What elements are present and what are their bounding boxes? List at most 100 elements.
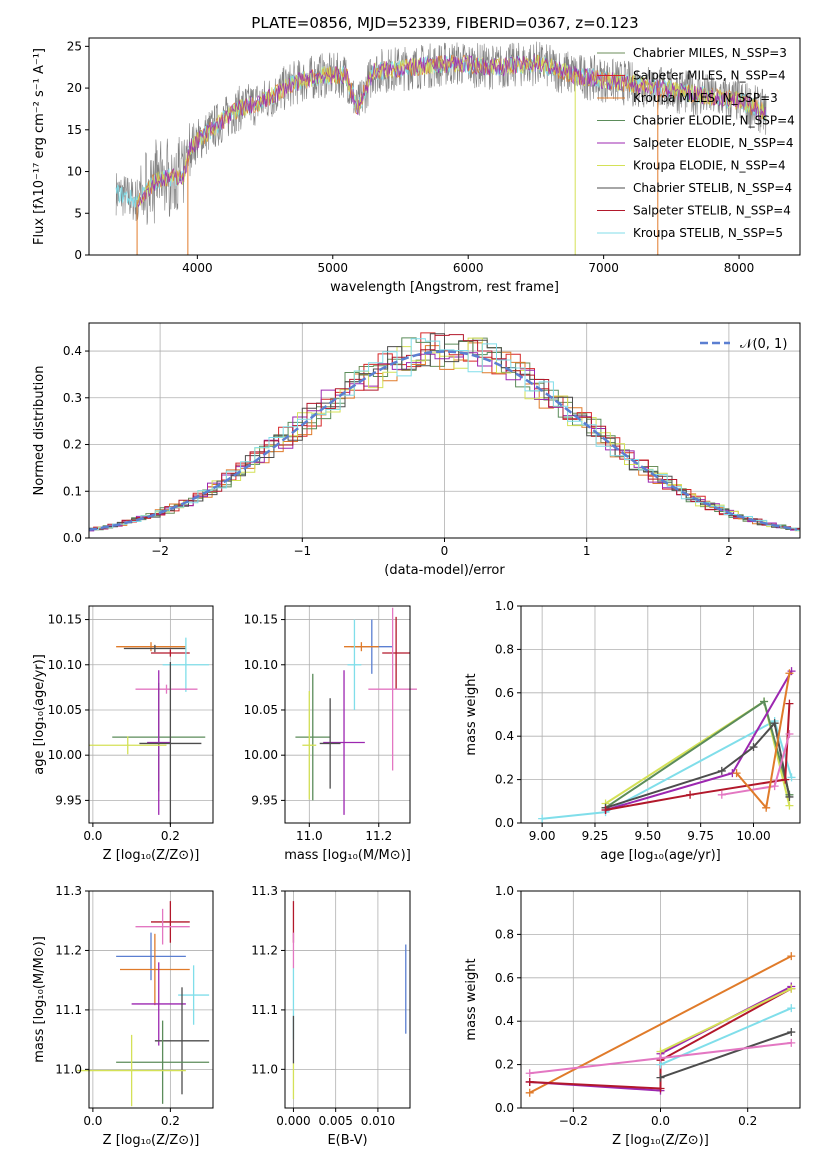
data-point (770, 719, 779, 728)
x-axis-label: E(B-V) (327, 1133, 367, 1148)
data-point (656, 1073, 665, 1082)
x-tick-label: 9.75 (687, 829, 714, 843)
model-spectrum-salpeter_elodie (137, 54, 767, 208)
y-tick-label: 10.10 (244, 658, 278, 672)
y-tick-label: 0.4 (495, 1014, 514, 1028)
x-tick-label: 0.010 (361, 1114, 395, 1128)
data-point (785, 699, 794, 708)
x-axis-label: (data-model)/error (384, 563, 505, 578)
mass-vs-metallicity-plot: 0.0 0.2 11.0 11.1 11.2 11.3 Z [log₁₀(Z/Z⊙)] mas… (32, 884, 214, 1148)
y-tick-label: 11.1 (251, 1003, 278, 1017)
data-point (787, 1028, 796, 1037)
y-axis-label: Normed distribution (32, 366, 47, 496)
spectrum-lines (115, 41, 767, 255)
series-chabrier_stelib (660, 1031, 792, 1079)
x-tick-label: 4000 (182, 261, 213, 275)
model-spectrum-kroupa_elodie (137, 54, 767, 206)
x-axis-label: Z [log₁₀(Z/Z⊙)] (103, 848, 200, 863)
x-tick-label: 0 (441, 544, 449, 558)
x-axis-label: Z [log₁₀(Z/Z⊙)] (103, 1133, 200, 1148)
y-tick-label: 10.05 (48, 703, 82, 717)
x-tick-label: −1 (293, 544, 311, 558)
data-point (787, 1004, 796, 1013)
data-point (749, 743, 758, 752)
y-tick-label: 0.4 (495, 729, 514, 743)
y-tick-label: 10 (67, 165, 82, 179)
y-tick-label: 10.05 (244, 703, 278, 717)
axes-frame (284, 890, 411, 1109)
data-point (762, 803, 771, 812)
data-point (717, 766, 726, 775)
y-tick-label: 0 (74, 248, 82, 262)
series-kroupa_stelib (541, 719, 793, 820)
y-tick-label: 0.6 (495, 686, 514, 700)
y-axis-label: mass weight (464, 673, 479, 755)
y-tick-label: 0.3 (63, 391, 82, 405)
histogram-chabrier_stelib (89, 333, 800, 532)
data-point (525, 1088, 534, 1097)
x-tick-label: 0.0 (651, 1114, 670, 1128)
weight-vs-age-plot: 9.00 9.25 9.50 9.75 10.00 0.0 0.2 0.4 0.6 0.8 1.0 a… (464, 599, 801, 863)
axes-frame (88, 37, 801, 256)
legend-entry: Salpeter MILES, N_SSP=4 (633, 69, 786, 83)
spectrum-legend: Chabrier MILES, N_SSP=3 Salpeter MILES, N… (597, 46, 795, 240)
normal-curve (89, 350, 798, 532)
data-point (686, 790, 695, 799)
y-tick-label: 0.0 (495, 1101, 514, 1115)
y-tick-label: 0.2 (495, 773, 514, 787)
legend-entry: 𝒩(0, 1) (740, 337, 787, 352)
y-tick-label: 11.2 (55, 943, 82, 957)
y-tick-label: 9.95 (251, 793, 278, 807)
x-tick-label: −0.2 (559, 1114, 588, 1128)
figure-title: PLATE=0856, MJD=52339, FIBERID=0367, z=0… (251, 14, 638, 32)
x-tick-label: 0.2 (161, 1114, 180, 1128)
data-point (781, 775, 790, 784)
data-point (538, 814, 547, 823)
data-point (785, 730, 794, 739)
x-tick-label: 6000 (453, 261, 484, 275)
y-tick-label: 0.4 (63, 344, 82, 358)
x-tick-label: 0.000 (276, 1114, 310, 1128)
data-point (525, 1069, 534, 1078)
y-tick-label: 11.0 (55, 1062, 82, 1076)
y-tick-label: 11.3 (251, 884, 278, 898)
data-point (787, 952, 796, 961)
y-tick-label: 0.2 (495, 1058, 514, 1072)
y-tick-label: 20 (67, 81, 82, 95)
x-tick-label: 11.2 (365, 829, 392, 843)
x-tick-label: 2 (725, 544, 733, 558)
y-tick-label: 11.2 (251, 943, 278, 957)
x-tick-label: 11.0 (296, 829, 323, 843)
histogram-kroupa_stelib (89, 338, 800, 531)
y-tick-label: 1.0 (495, 884, 514, 898)
y-axis-label: mass weight (464, 958, 479, 1040)
data-point (785, 669, 794, 678)
data-point (787, 1038, 796, 1047)
x-tick-label: 0.2 (738, 1114, 757, 1128)
weight-vs-metallicity-plot: −0.2 0.0 0.2 0.0 0.2 0.4 0.6 0.8 1.0 Z [log₁₀(Z/Z… (464, 884, 801, 1148)
axes-frame (88, 890, 214, 1109)
x-tick-label: 0.0 (83, 1114, 102, 1128)
y-tick-label: 10.15 (48, 613, 82, 627)
x-tick-label: 8000 (724, 261, 755, 275)
data-point (656, 1054, 665, 1063)
x-tick-label: 5000 (317, 261, 348, 275)
y-tick-label: 1.0 (495, 599, 514, 613)
y-tick-label: 10.15 (244, 613, 278, 627)
series-chabrier_elodie (604, 699, 791, 809)
data-point (770, 782, 779, 791)
legend-entry: Chabrier ELODIE, N_SSP=4 (633, 114, 795, 128)
histogram-salpeter_stelib (89, 334, 800, 531)
y-tick-label: 0.8 (495, 642, 514, 656)
y-tick-label: 10.10 (48, 658, 82, 672)
data-point (732, 769, 741, 778)
residual-histogram-plot: −2 −1 0 1 2 0.0 0.1 0.2 0.3 0.4 (data-model)/error… (32, 322, 801, 578)
data-point (787, 984, 796, 993)
legend-entry: Chabrier STELIB, N_SSP=4 (633, 181, 792, 195)
legend-entry: Salpeter ELODIE, N_SSP=4 (633, 136, 794, 150)
data-point (785, 801, 794, 810)
data-point (656, 1084, 665, 1093)
y-tick-label: 0.8 (495, 927, 514, 941)
x-tick-label: 0.0 (83, 829, 102, 843)
